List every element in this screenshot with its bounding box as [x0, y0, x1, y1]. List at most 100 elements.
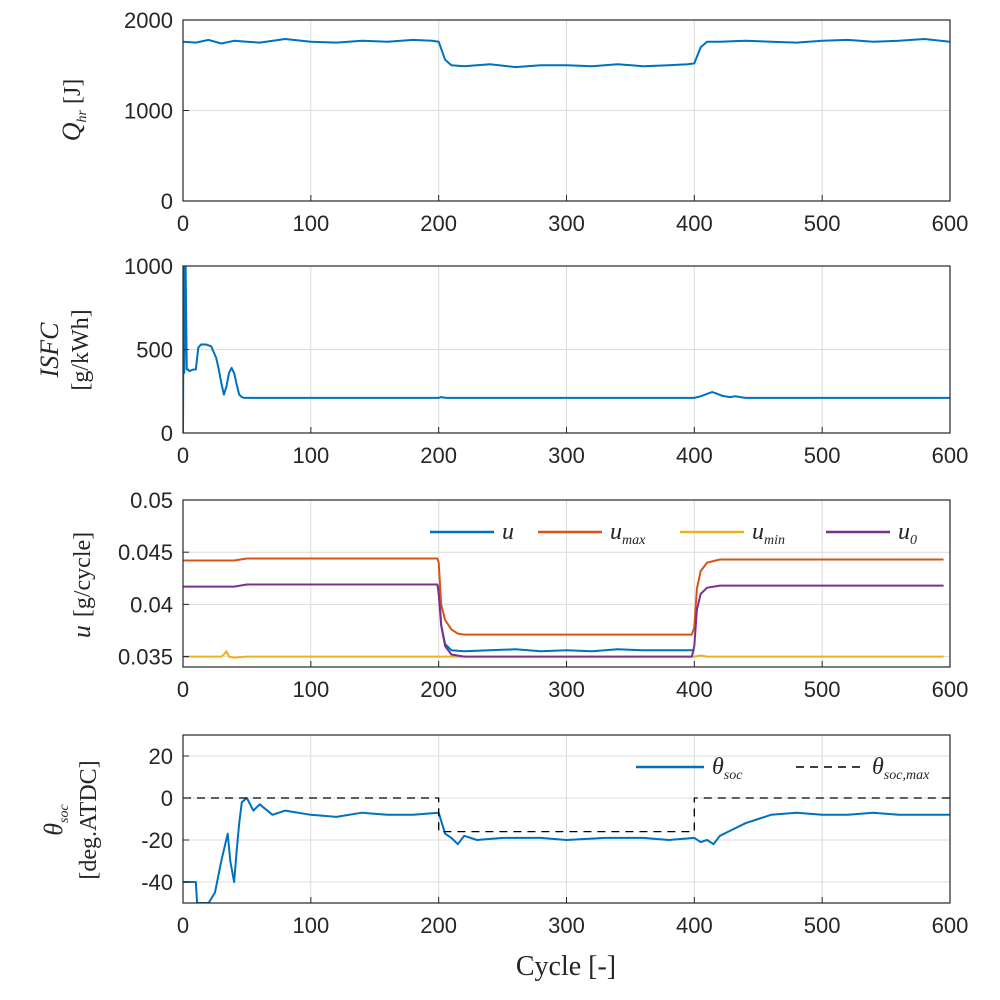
- legend-label-main: u: [752, 519, 764, 545]
- series-line-u-max: [183, 557, 944, 636]
- y-tick-label: -20: [141, 828, 173, 853]
- series-isfc: [183, 266, 950, 433]
- ylabel-q-text: Qhr [J]: [57, 79, 90, 142]
- x-tick-label: 600: [932, 211, 969, 236]
- ylabel-q-sub: hr: [75, 110, 90, 123]
- x-tick-label: 100: [292, 677, 329, 702]
- series-line--soc-max: [183, 797, 950, 833]
- legend-label: u: [502, 519, 514, 545]
- ylabel-u-main: u: [67, 625, 96, 638]
- legend-theta: θsoc θsoc,max: [636, 754, 930, 783]
- x-tick-label: 500: [804, 211, 841, 236]
- y-tick-label: -40: [141, 870, 173, 895]
- x-tick-label: 300: [548, 913, 585, 938]
- x-tick-label: 300: [548, 677, 585, 702]
- legend-label: θsoc,max: [872, 754, 930, 783]
- x-axis-label: Cycle [-]: [516, 951, 616, 982]
- legend-label-main: u: [898, 519, 910, 545]
- ylabel-isfc-unit: [g/kWh]: [68, 309, 94, 390]
- panel-q-hr: 0 100 200 300 400 500 600 0 1000 2000 Qhr [J]: [57, 8, 968, 236]
- legend-label: θsoc: [712, 754, 743, 783]
- x-tick-label: 100: [292, 443, 329, 468]
- ylabel-u: u [g/cycle]: [67, 532, 96, 638]
- ticks-theta: 0 100 200 300 400 500 600 -40 -20 0 20: [141, 744, 968, 938]
- ticks-isfc: 0 100 200 300 400 500 600 0 500 1000: [124, 254, 968, 468]
- legend-u: u umax umin u0: [430, 519, 917, 548]
- y-tick-label: 1000: [124, 254, 173, 279]
- series-line-u-0: [183, 583, 944, 658]
- x-tick-label: 600: [932, 443, 969, 468]
- legend-label-main: θ: [872, 754, 884, 780]
- legend-label-main: u: [610, 519, 622, 545]
- x-tick-label: 0: [177, 443, 189, 468]
- legend-label: umin: [752, 519, 785, 548]
- x-tick-label: 600: [932, 677, 969, 702]
- legend-label-main: u: [502, 519, 514, 545]
- legend-label-sub: max: [622, 533, 646, 548]
- y-tick-label: 0.05: [130, 488, 173, 513]
- ylabel-theta-main: θ: [39, 823, 68, 836]
- x-tick-label: 600: [932, 913, 969, 938]
- panel-isfc: 0 100 200 300 400 500 600 0 500 1000 ISFC [g/kWh]: [35, 254, 968, 468]
- x-tick-label: 500: [804, 677, 841, 702]
- y-tick-label: 20: [149, 744, 173, 769]
- series-line--soc: [183, 797, 950, 903]
- x-tick-label: 500: [804, 913, 841, 938]
- legend-label: umax: [610, 519, 646, 548]
- x-tick-label: 400: [676, 443, 713, 468]
- ylabel-u-text: u [g/cycle]: [67, 532, 96, 638]
- series-q: [183, 38, 950, 69]
- y-tick-label: 500: [136, 338, 173, 363]
- ylabel-isfc: ISFC [g/kWh]: [35, 309, 94, 390]
- ylabel-theta-sub: soc: [57, 803, 72, 822]
- legend-label-sub: min: [764, 533, 785, 548]
- ylabel-isfc-main: ISFC: [35, 322, 64, 379]
- series-theta: [183, 797, 950, 903]
- ylabel-q-unit: [J]: [60, 79, 86, 104]
- x-tick-label: 200: [420, 913, 457, 938]
- y-tick-label: 0.035: [118, 645, 173, 670]
- x-tick-label: 500: [804, 443, 841, 468]
- legend-label: u0: [898, 519, 917, 548]
- ylabel-u-unit: [g/cycle]: [70, 532, 96, 617]
- y-tick-label: 0.04: [130, 592, 173, 617]
- x-tick-label: 200: [420, 211, 457, 236]
- ticks-u: 0 100 200 300 400 500 600 0.035 0.04 0.045 0.05: [118, 488, 968, 702]
- series-line-isfc: [183, 266, 950, 433]
- series-line-u: [437, 585, 695, 653]
- series-line-q-hr: [183, 38, 950, 69]
- legend-label-main: θ: [712, 754, 724, 780]
- ylabel-q: Qhr [J]: [57, 79, 90, 142]
- x-tick-label: 400: [676, 677, 713, 702]
- legend-label-sub: 0: [910, 533, 917, 548]
- ylabel-theta: θsoc [deg.ATDC]: [39, 760, 102, 879]
- x-tick-label: 200: [420, 443, 457, 468]
- x-tick-label: 400: [676, 211, 713, 236]
- x-tick-label: 300: [548, 211, 585, 236]
- x-tick-label: 100: [292, 211, 329, 236]
- legend-label-sub: soc: [724, 768, 743, 783]
- x-tick-label: 0: [177, 913, 189, 938]
- ylabel-theta-unit: [deg.ATDC]: [76, 760, 102, 879]
- ylabel-theta-text: θsoc: [39, 803, 72, 835]
- x-tick-label: 100: [292, 913, 329, 938]
- x-tick-label: 0: [177, 211, 189, 236]
- y-tick-label: 0: [161, 421, 173, 446]
- y-tick-label: 0: [161, 786, 173, 811]
- ticks-q: 0 100 200 300 400 500 600 0 1000 2000: [124, 8, 968, 236]
- x-tick-label: 200: [420, 677, 457, 702]
- y-tick-label: 0: [161, 189, 173, 214]
- x-tick-label: 0: [177, 677, 189, 702]
- series-u: [183, 557, 944, 659]
- y-tick-label: 2000: [124, 8, 173, 33]
- ylabel-q-main: Q: [57, 122, 86, 141]
- y-tick-label: 1000: [124, 99, 173, 124]
- x-tick-label: 300: [548, 443, 585, 468]
- y-tick-label: 0.045: [118, 540, 173, 565]
- panel-u: 0 100 200 300 400 500 600 0.035 0.04 0.045 0.05 u […: [67, 488, 968, 702]
- series-line-u-min: [183, 650, 944, 659]
- x-tick-label: 400: [676, 913, 713, 938]
- legend-label-sub: soc,max: [884, 768, 930, 783]
